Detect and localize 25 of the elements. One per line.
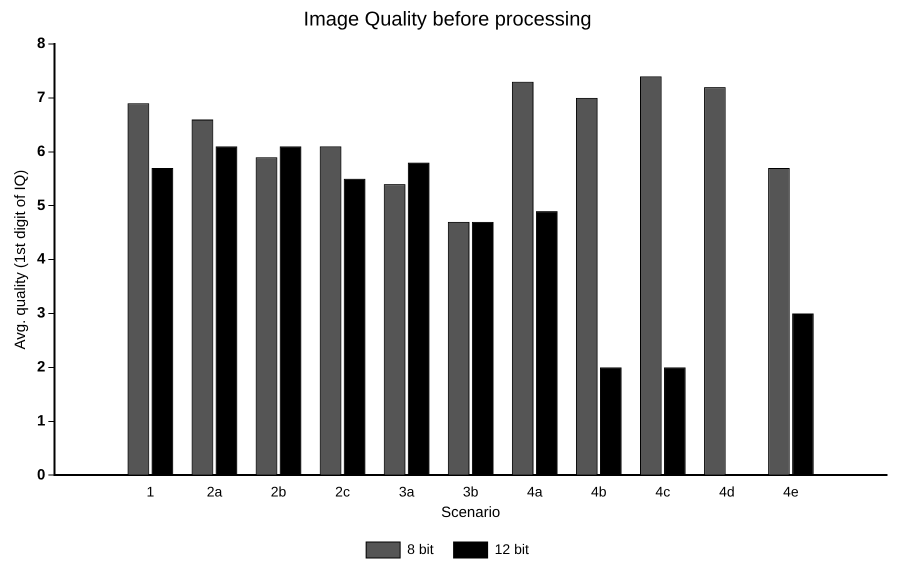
x-tick-label: 2b [270, 483, 287, 500]
y-tick-label: 5 [37, 196, 46, 214]
x-tick-label: 4a [526, 483, 543, 500]
legend-label: 12 bit [494, 540, 529, 557]
y-tick-label: 2 [37, 358, 46, 376]
y-tick-label: 6 [37, 142, 46, 160]
x-tick-label: 2a [206, 483, 222, 500]
x-tick-label: 4c [655, 483, 670, 500]
x-tick-label: 3a [398, 483, 415, 500]
x-tick-label: 1 [146, 483, 155, 500]
legend-label: 8 bit [407, 540, 434, 557]
y-axis-title: Avg. quality (1st digit of IQ) [12, 170, 30, 350]
y-tick-label: 8 [37, 35, 46, 52]
x-tick-label: 4e [783, 483, 799, 500]
y-tick-label: 4 [37, 250, 46, 268]
x-tick-label: 3b [462, 483, 479, 500]
y-tick-label: 0 [37, 466, 46, 484]
x-tick-label: 4d [719, 483, 735, 500]
x-tick-label: 2c [335, 483, 350, 500]
y-tick-label: 1 [37, 412, 46, 430]
y-tick-label: 7 [37, 89, 46, 106]
y-tick-label: 3 [37, 304, 46, 322]
x-tick-label: 4b [590, 483, 607, 500]
chart-title: Image Quality before processing [304, 8, 592, 31]
x-axis-title: Scenario [441, 504, 500, 522]
